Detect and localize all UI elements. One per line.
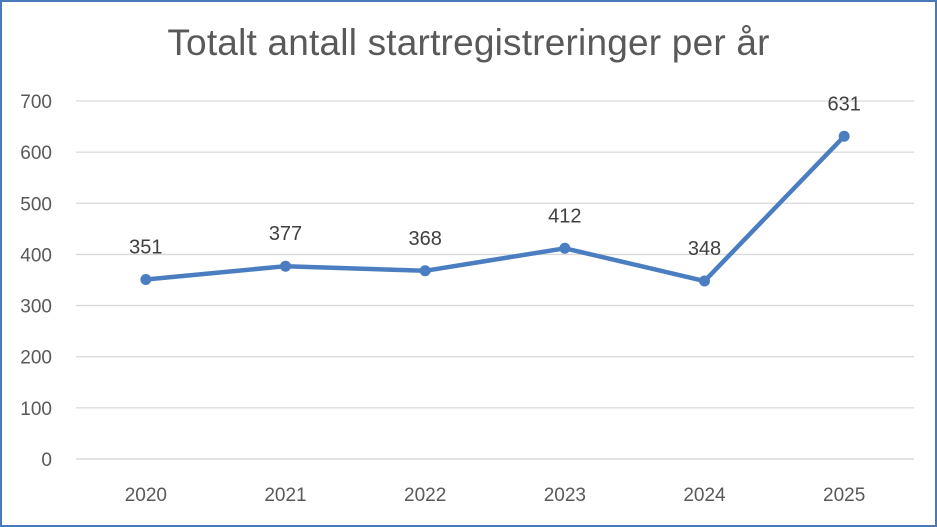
- y-tick-label: 300: [20, 297, 52, 318]
- x-tick-label: 2024: [683, 485, 726, 506]
- y-tick-label: 500: [20, 194, 52, 215]
- x-tick-label: 2022: [404, 485, 446, 506]
- chart-title: Totalt antall startregistreringer per år: [167, 22, 770, 63]
- x-axis-ticks: 2020 2021 2022 2023 2024 2025: [125, 485, 866, 506]
- data-label: 631: [827, 93, 860, 115]
- y-tick-label: 700: [20, 92, 52, 113]
- data-point: [419, 265, 431, 277]
- data-label: 377: [269, 223, 302, 245]
- data-point: [699, 275, 710, 287]
- data-point: [280, 260, 291, 272]
- data-label: 351: [129, 236, 162, 258]
- y-tick-label: 200: [20, 348, 52, 369]
- gridlines: [76, 100, 914, 460]
- data-label: 368: [408, 228, 441, 250]
- x-tick-label: 2023: [544, 485, 586, 506]
- y-axis-ticks: 0 100 200 300 400 500 600 700: [20, 92, 52, 471]
- data-point: [140, 273, 152, 285]
- data-label: 348: [688, 238, 721, 260]
- x-tick-label: 2020: [125, 485, 167, 506]
- data-point: [559, 242, 571, 254]
- data-labels: 351 377 368 412 348 631: [129, 93, 861, 260]
- x-tick-label: 2025: [823, 485, 865, 506]
- data-label: 412: [548, 205, 581, 227]
- series: [140, 130, 850, 287]
- x-tick-label: 2021: [264, 485, 306, 506]
- series-line: [143, 134, 847, 284]
- data-point: [838, 130, 850, 142]
- y-tick-label: 100: [20, 399, 52, 420]
- y-tick-label: 600: [20, 143, 52, 164]
- y-tick-label: 400: [20, 245, 52, 266]
- y-tick-label: 0: [41, 450, 52, 471]
